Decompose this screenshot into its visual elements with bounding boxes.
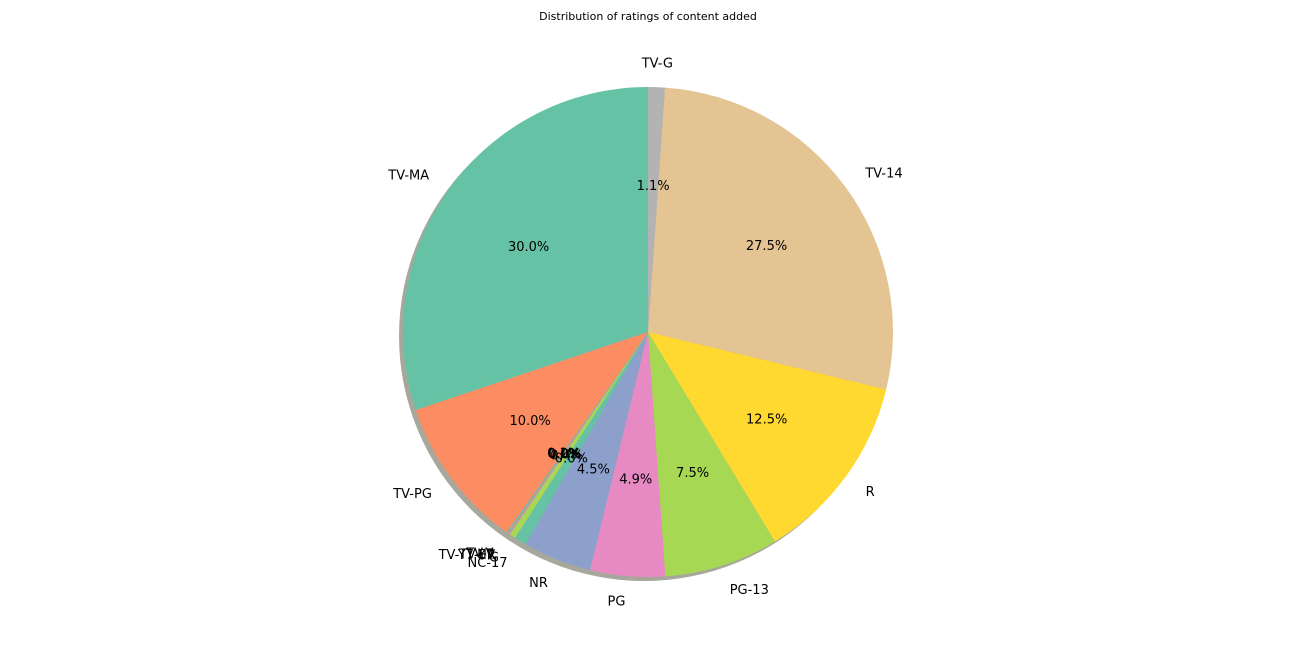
slice-label-tv-g: TV-G [641, 57, 673, 72]
pie-slice-r [648, 332, 887, 542]
pie-slice-ur [509, 332, 648, 535]
pct-label-nc-17: 0.0% [555, 451, 588, 466]
pct-label-pg: 4.9% [619, 472, 652, 487]
pct-label-tv-y: 0.1% [547, 446, 580, 461]
slice-label-tv-ma: TV-MA [387, 169, 429, 184]
pie-slice-tv-y [506, 332, 648, 534]
pie-slice-tv-g [648, 87, 666, 332]
pie-slice-tv-14 [648, 87, 893, 390]
pie-slice-g [509, 332, 648, 538]
slice-label-g: G [489, 551, 499, 566]
pie-slice-pg [590, 332, 666, 577]
pct-label-tv-y7: 0.0% [548, 447, 581, 462]
slice-label-pg-13: PG-13 [730, 583, 769, 598]
chart-title: Distribution of ratings of content added [539, 10, 757, 23]
pie-slices [403, 87, 893, 577]
slice-label-tv-y7: TV-Y7 [458, 547, 494, 562]
pct-label-pg-13: 7.5% [676, 466, 709, 481]
slice-label-tv-14: TV-14 [864, 167, 902, 182]
pie-slice-tv-y7 [508, 332, 648, 534]
slice-label-nc-17: NC-17 [468, 556, 508, 571]
pct-label-ur: 0.0% [548, 447, 581, 462]
pct-label-tv-pg: 10.0% [509, 414, 550, 429]
slice-label-pg: PG [608, 595, 626, 610]
slice-label-tv-y7-fv: TV-Y7-FV [438, 548, 496, 563]
pct-label-nr: 4.5% [577, 462, 610, 477]
pie-percent-labels: 30.0%10.0%0.1%0.0%0.0%0.0%0.4%0.0%4.5%4.… [508, 179, 787, 487]
pie-slice-tv-ma [403, 87, 648, 411]
pie-slice-pg-13 [648, 332, 775, 577]
slice-label-ur: UR [477, 548, 496, 563]
pie-slice-nc-17 [515, 332, 648, 545]
pct-label-tv-y7-fv: 0.0% [548, 447, 581, 462]
pie-slice-tv-pg [415, 332, 648, 533]
slice-label-tv-pg: TV-PG [392, 487, 432, 502]
pct-label-r: 12.5% [746, 413, 787, 428]
pct-label-tv-g: 1.1% [637, 179, 670, 194]
slice-label-tv-y: TV-Y [465, 547, 493, 562]
pct-label-tv-ma: 30.0% [508, 240, 549, 255]
pie-slice-tv-y7-fv [508, 332, 648, 534]
pie-slice-nr [525, 332, 648, 571]
pct-label-tv-14: 27.5% [746, 239, 787, 254]
slice-label-r: R [866, 485, 875, 500]
slice-label-nr: NR [529, 576, 548, 591]
pct-label-g: 0.4% [550, 448, 583, 463]
